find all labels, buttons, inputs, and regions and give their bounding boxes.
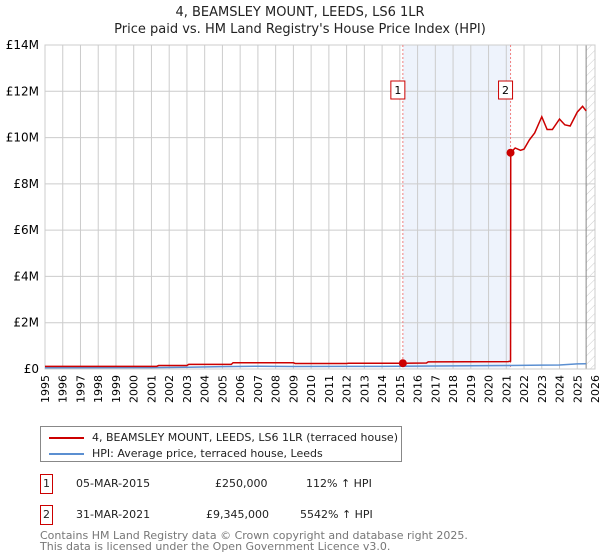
- x-tick-label: 2016: [412, 375, 425, 403]
- x-tick-label: 2017: [429, 375, 442, 403]
- x-tick-label: 2026: [589, 375, 600, 403]
- x-tick-label: 2013: [358, 375, 371, 403]
- x-tick-label: 2025: [571, 375, 584, 403]
- legend-swatch-red: [49, 436, 84, 439]
- marker-badge: [498, 80, 514, 100]
- marker-badge: 1: [40, 474, 53, 494]
- series-line-hpi: [44, 363, 587, 369]
- y-tick-label: £10M: [6, 131, 39, 145]
- x-tick-label: 1999: [110, 375, 123, 403]
- sale-point: [506, 148, 515, 157]
- marker-label: 1: [394, 84, 401, 97]
- legend: 4, BEAMSLEY MOUNT, LEEDS, LS6 1LR (terra…: [40, 426, 402, 462]
- x-tick-label: 2007: [252, 375, 265, 403]
- x-tick-label: 2020: [483, 375, 496, 403]
- y-tick-label: £4M: [13, 269, 39, 283]
- marker-badge: [390, 80, 406, 100]
- plot-frame: [44, 44, 596, 370]
- x-tick-label: 1997: [74, 375, 87, 403]
- x-tick-label: 2018: [447, 375, 460, 403]
- x-tick-label: 2014: [376, 375, 389, 403]
- x-tick-label: 2024: [554, 375, 567, 403]
- x-tick-label: 2002: [163, 375, 176, 403]
- x-tick-label: 2023: [536, 375, 549, 403]
- footer-line: This data is licensed under the Open Gov…: [40, 540, 391, 553]
- chart-title: 4, BEAMSLEY MOUNT, LEEDS, LS6 1LR Price …: [0, 4, 600, 38]
- plot-area: 1995 1996 1997 1998 1999 2000 2001 2002 2003 2004…: [6, 38, 600, 403]
- transaction-row: 1 05-MAR-2015 £250,000 112% ↑ HPI: [40, 474, 440, 494]
- y-tick-label: £14M: [6, 38, 39, 52]
- y-tick-label: £12M: [6, 84, 39, 98]
- x-tick-label: 1996: [57, 375, 70, 403]
- footer-line: Contains HM Land Registry data © Crown c…: [40, 529, 468, 542]
- date: 31-MAR-2021: [76, 508, 151, 521]
- x-tick-label: 2019: [465, 375, 478, 403]
- title-line: 4, BEAMSLEY MOUNT, LEEDS, LS6 1LR: [175, 5, 425, 20]
- y-tick-label: £6M: [13, 223, 39, 237]
- shaded-period: [402, 45, 511, 369]
- x-tick-label: 2021: [500, 375, 513, 403]
- sale-point: [398, 359, 407, 368]
- marker-label: 2: [502, 84, 509, 97]
- legend-label: 4, BEAMSLEY MOUNT, LEEDS, LS6 1LR (terra…: [92, 431, 398, 444]
- price: £250,000: [215, 477, 268, 490]
- y-tick-label: £0: [24, 362, 39, 376]
- hpi-change: 5542% ↑ HPI: [300, 508, 373, 521]
- y-tick-label: £2M: [13, 316, 39, 330]
- x-tick-label: 1998: [92, 375, 105, 403]
- series-line-price: [45, 105, 587, 368]
- x-tick-label: 2022: [518, 375, 531, 403]
- date: 05-MAR-2015: [76, 477, 151, 490]
- x-tick-label: 2011: [323, 375, 336, 403]
- marker-badge: 2: [40, 505, 53, 525]
- x-tick-label: 2008: [270, 375, 283, 403]
- legend-swatch-blue: [49, 452, 84, 455]
- x-tick-label: 2009: [287, 375, 300, 403]
- x-tick-label: 2006: [234, 375, 247, 403]
- transaction-row: 2 31-MAR-2021 £9,345,000 5542% ↑ HPI: [40, 505, 440, 525]
- x-tick-label: 1995: [39, 375, 52, 403]
- subtitle-line: Price paid vs. HM Land Registry's House …: [114, 22, 486, 37]
- footer: Contains HM Land Registry data © Crown c…: [40, 530, 468, 552]
- forecast-hatch: [586, 45, 595, 369]
- x-tick-label: 2012: [341, 375, 354, 403]
- x-tick-label: 2000: [128, 375, 141, 403]
- price: £9,345,000: [206, 508, 269, 521]
- y-tick-label: £8M: [13, 177, 39, 191]
- legend-label: HPI: Average price, terraced house, Leed…: [92, 447, 323, 460]
- x-tick-label: 2003: [181, 375, 194, 403]
- hpi-change: 112% ↑ HPI: [306, 477, 372, 490]
- x-tick-label: 2004: [199, 375, 212, 403]
- x-tick-label: 2010: [305, 375, 318, 403]
- x-tick-label: 2001: [145, 375, 158, 403]
- x-tick-label: 2015: [394, 375, 407, 403]
- x-tick-label: 2005: [216, 375, 229, 403]
